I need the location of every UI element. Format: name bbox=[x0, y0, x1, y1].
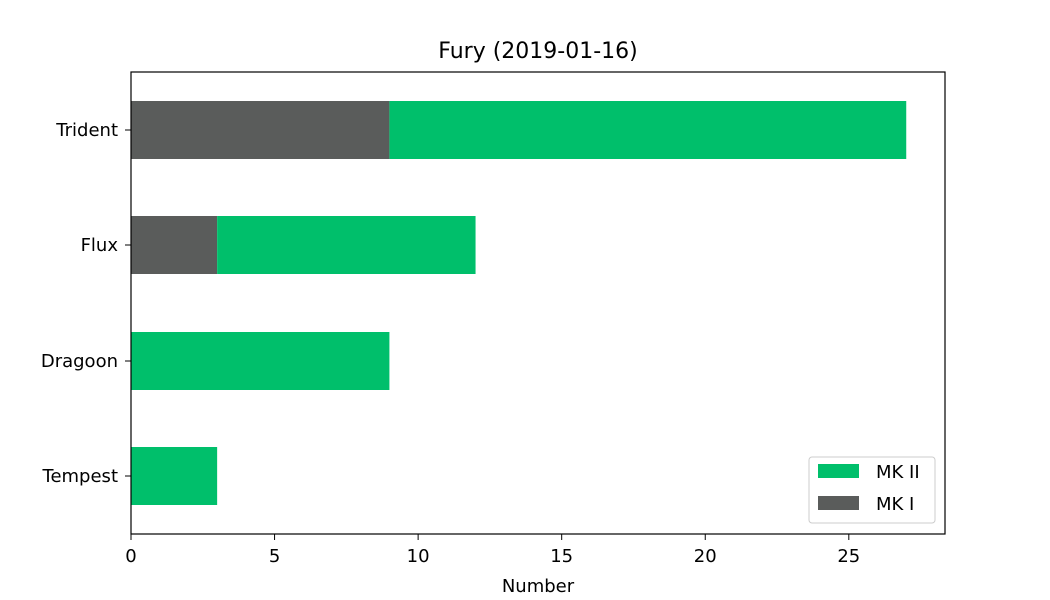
y-axis-ticks: Tempest Dragoon Flux Trident bbox=[41, 120, 131, 487]
x-axis-ticks: 0 5 10 15 20 25 bbox=[125, 534, 860, 567]
legend: MK II MK I bbox=[808, 456, 936, 524]
x-tick-label: 5 bbox=[269, 546, 280, 567]
legend-label-mk-i: MK I bbox=[876, 494, 914, 515]
x-tick-label: 15 bbox=[550, 546, 573, 567]
chart-title: Fury (2019-01-16) bbox=[438, 39, 637, 64]
legend-label-mk-ii: MK II bbox=[876, 462, 920, 483]
legend-swatch-mk-i bbox=[818, 496, 859, 510]
legend-swatch-mk-ii bbox=[818, 464, 859, 478]
legend-entries: MK II MK I bbox=[818, 462, 920, 515]
x-tick-label: 10 bbox=[407, 546, 430, 567]
bar-flux-mk-i bbox=[131, 216, 218, 274]
bars-layer bbox=[131, 101, 907, 505]
y-tick-label-flux: Flux bbox=[81, 235, 119, 256]
x-tick-label: 20 bbox=[694, 546, 717, 567]
x-tick-label: 0 bbox=[125, 546, 136, 567]
y-tick-label-tempest: Tempest bbox=[42, 466, 118, 487]
bar-flux-mk-ii bbox=[217, 216, 476, 274]
bar-tempest-mk-ii bbox=[131, 447, 218, 505]
x-axis-label: Number bbox=[502, 576, 575, 597]
x-tick-label: 25 bbox=[837, 546, 860, 567]
bar-dragoon-mk-ii bbox=[131, 332, 390, 390]
plot-frame bbox=[130, 71, 946, 535]
bar-trident-mk-i bbox=[131, 101, 390, 159]
bar-trident-mk-ii bbox=[389, 101, 907, 159]
y-tick-label-trident: Trident bbox=[55, 120, 118, 141]
y-tick-label-dragoon: Dragoon bbox=[41, 351, 118, 372]
